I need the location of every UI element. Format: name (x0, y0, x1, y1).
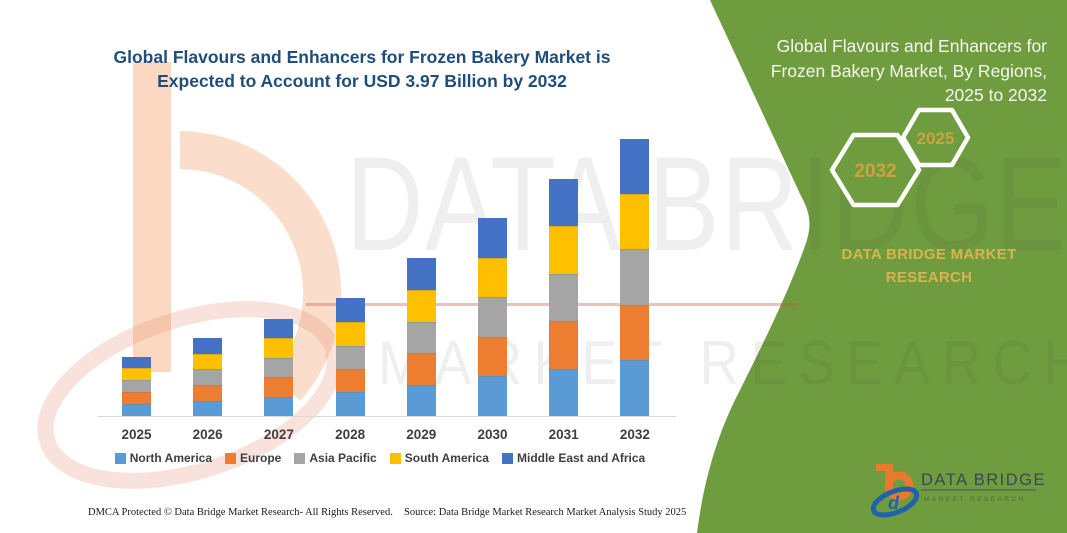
bar-segment-asia-pacific (549, 273, 579, 321)
bar-2032 (620, 139, 650, 416)
legend-label: North America (129, 451, 213, 465)
bar-segment-europe (335, 368, 365, 393)
bar-segment-north-america (478, 376, 507, 416)
legend-label: South America (404, 451, 489, 465)
bar-plot (0, 116, 700, 416)
bar-segment-asia-pacific (406, 321, 436, 354)
x-axis-label-2027: 2027 (263, 427, 294, 442)
bar-segment-europe (620, 305, 650, 361)
x-axis-label-2030: 2030 (477, 427, 508, 442)
bar-segment-south-america (193, 353, 223, 370)
logo-underline (921, 489, 1036, 491)
brand-heading: DATA BRIDGE MARKET RESEARCH (812, 243, 1046, 289)
bar-2030 (478, 218, 507, 416)
page-title-line2: Expected to Account for USD 3.97 Billion… (157, 71, 567, 91)
x-axis-label-2031: 2031 (548, 427, 579, 442)
bar-segment-middle-east-and-africa (549, 178, 579, 226)
x-axis-line (98, 416, 676, 417)
legend-label: Middle East and Africa (516, 451, 646, 465)
bar-segment-asia-pacific (122, 380, 151, 393)
legend-swatch (389, 452, 401, 464)
legend-item-middle-east-and-africa: Middle East and Africa (501, 451, 646, 465)
bar-segment-north-america (406, 384, 436, 416)
page-title: Global Flavours and Enhancers for Frozen… (112, 45, 612, 93)
bar-segment-asia-pacific (264, 357, 294, 377)
bar-2026 (193, 337, 223, 416)
x-axis-label-2025: 2025 (121, 427, 152, 442)
x-axis-label-2028: 2028 (335, 427, 366, 442)
bar-segment-middle-east-and-africa (122, 356, 151, 369)
bar-segment-europe (549, 321, 579, 369)
bar-2029 (406, 258, 436, 416)
bar-segment-middle-east-and-africa (406, 258, 436, 291)
bar-segment-middle-east-and-africa (620, 139, 650, 195)
bar-2028 (335, 298, 365, 416)
logo-subtitle-text: MARKET RESEARCH (924, 496, 1026, 503)
bar-2031 (549, 178, 579, 416)
bar-segment-south-america (264, 338, 294, 358)
dbmr-logo: d DATA BRIDGE MARKET RESEARCH (870, 464, 1046, 518)
logo-monogram: d (888, 493, 900, 513)
green-panel-shape (697, 0, 1067, 533)
legend-label: Asia Pacific (309, 451, 377, 465)
panel-heading-line2: Frozen Bakery Market, By Regions, (770, 60, 1047, 81)
bar-segment-south-america (335, 321, 365, 346)
panel-heading-line1: Global Flavours and Enhancers for (776, 36, 1047, 56)
bar-2025 (122, 356, 151, 416)
bar-segment-middle-east-and-africa (264, 318, 294, 338)
bar-segment-south-america (406, 290, 436, 322)
bar-segment-middle-east-and-africa (335, 298, 365, 322)
x-axis-label-2029: 2029 (406, 427, 437, 442)
bar-segment-south-america (549, 226, 579, 274)
x-axis-label-2026: 2026 (192, 427, 223, 442)
panel-heading-line3: 2025 to 2032 (944, 85, 1047, 105)
legend-item-north-america: North America (114, 451, 213, 465)
bar-segment-europe (122, 392, 151, 405)
footer-dmca: DMCA Protected © Data Bridge Market Rese… (88, 507, 393, 518)
legend-label: Europe (240, 451, 282, 465)
bar-2027 (264, 318, 294, 416)
bar-segment-south-america (122, 368, 151, 381)
legend: North America Europe Asia Pacific South Ame… (80, 451, 680, 465)
brand-heading-line1: DATA BRIDGE MARKET (841, 246, 1017, 263)
bar-segment-middle-east-and-africa (478, 218, 507, 259)
bar-segment-europe (406, 353, 436, 385)
legend-swatch (114, 452, 126, 464)
legend-swatch (294, 452, 306, 464)
logo-b-flag (876, 464, 887, 471)
brand-heading-line2: RESEARCH (885, 269, 973, 286)
legend-swatch (225, 452, 237, 464)
bar-segment-asia-pacific (478, 297, 507, 338)
page-title-line1: Global Flavours and Enhancers for Frozen… (113, 47, 611, 67)
bar-segment-north-america (264, 396, 294, 416)
legend-item-asia-pacific: Asia Pacific (294, 451, 377, 465)
footer-source: Source: Data Bridge Market Research Mark… (404, 507, 687, 518)
bar-segment-north-america (549, 368, 579, 416)
legend-item-europe: Europe (225, 451, 281, 465)
bar-segment-asia-pacific (335, 345, 365, 369)
logo-brand-text: DATA BRIDGE (921, 471, 1046, 489)
logo-b-bowl (884, 471, 914, 501)
bar-segment-north-america (193, 400, 223, 416)
legend-item-south-america: South America (389, 451, 489, 465)
bar-segment-north-america (620, 360, 650, 416)
legend-swatch (501, 452, 513, 464)
bar-segment-europe (478, 337, 507, 377)
bar-segment-asia-pacific (193, 369, 223, 385)
panel-heading: Global Flavours and Enhancers for Frozen… (747, 34, 1047, 108)
bar-segment-europe (193, 384, 223, 401)
bar-segment-middle-east-and-africa (193, 337, 223, 354)
bar-segment-north-america (335, 392, 365, 416)
bar-segment-asia-pacific (620, 249, 650, 306)
bar-segment-south-america (478, 258, 507, 298)
logo-swoosh (870, 486, 920, 518)
bar-segment-south-america (620, 194, 650, 250)
bar-segment-north-america (122, 404, 151, 416)
x-axis-label-2032: 2032 (619, 427, 650, 442)
bar-segment-europe (264, 377, 294, 397)
